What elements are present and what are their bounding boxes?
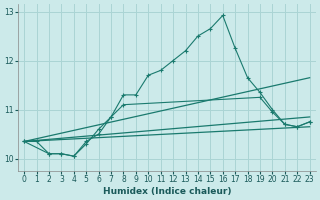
X-axis label: Humidex (Indice chaleur): Humidex (Indice chaleur) (103, 187, 231, 196)
